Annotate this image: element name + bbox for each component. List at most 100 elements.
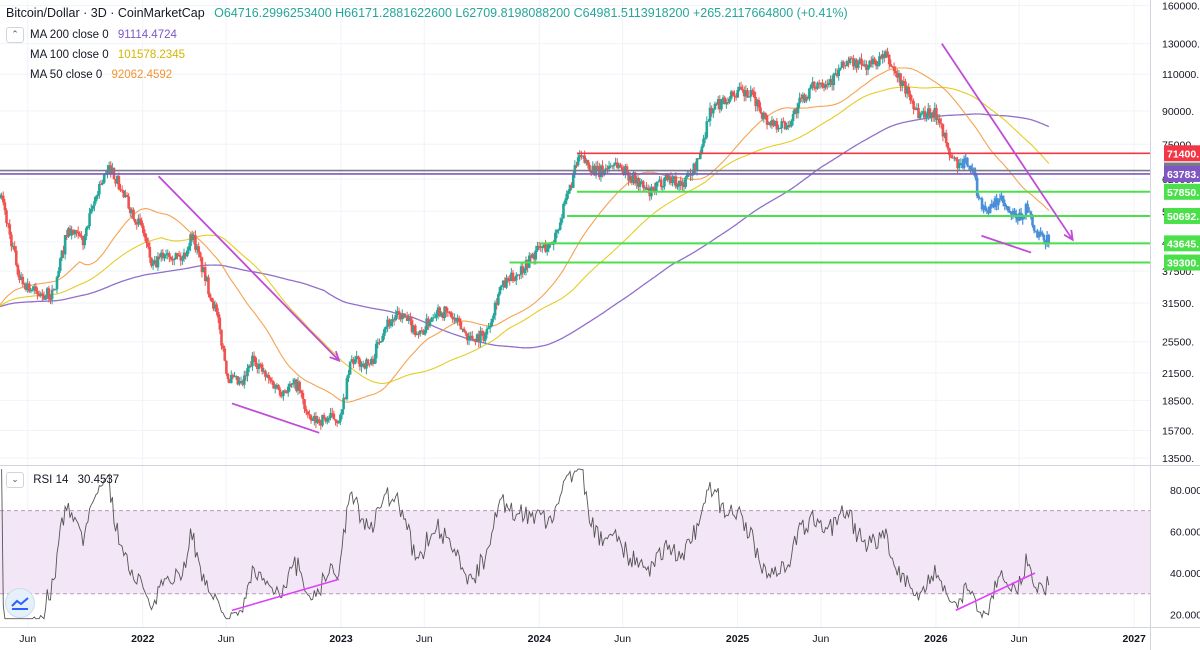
rsi-band-fill <box>0 510 1150 594</box>
candle-body <box>394 314 398 321</box>
candle-body <box>541 246 544 248</box>
candle-body <box>948 148 951 156</box>
rsi-legend[interactable]: ⌄ RSI 14 30.4537 <box>6 472 119 488</box>
candle-body <box>54 289 57 291</box>
candle-body <box>47 288 51 300</box>
candle-body <box>363 363 367 369</box>
rsi-line <box>1 468 1050 620</box>
candle-body <box>694 163 697 171</box>
candle-body <box>205 277 209 281</box>
candle-body <box>983 205 987 211</box>
candle-body <box>607 166 611 169</box>
candle-body <box>588 164 591 172</box>
candle-body <box>598 166 601 177</box>
candle-body <box>181 258 184 261</box>
candle-body <box>909 94 912 101</box>
candle-body <box>45 288 49 296</box>
candle-body <box>365 359 368 369</box>
candle-body <box>925 115 928 118</box>
candle-body <box>91 205 95 209</box>
candle-body <box>751 90 754 92</box>
candle-body <box>738 86 741 90</box>
candle-body <box>508 279 512 282</box>
candle-body <box>1047 234 1051 244</box>
rsi-pane <box>1 468 1050 620</box>
candle-body <box>295 379 298 391</box>
candle-body <box>288 383 292 387</box>
candle-body <box>869 60 873 65</box>
candle-body <box>41 293 44 296</box>
candle-body <box>949 155 953 158</box>
candle-body <box>164 254 168 256</box>
candle-body <box>529 255 533 258</box>
candle-body <box>177 254 181 257</box>
tradingview-logo-icon[interactable] <box>5 588 35 618</box>
candle-body <box>119 189 122 191</box>
candle-body <box>251 355 254 367</box>
chevron-down-icon[interactable]: ⌄ <box>6 472 24 488</box>
candle-body <box>374 343 378 359</box>
price-tag-label: 71400. <box>1167 148 1199 160</box>
candle-body <box>1032 225 1036 231</box>
candle-body <box>197 246 200 253</box>
candle-body <box>946 142 950 149</box>
candle-body <box>259 363 262 365</box>
candle-body <box>155 260 158 268</box>
candle-body <box>459 321 463 330</box>
price-tag-label: 50692. <box>1167 211 1199 223</box>
candle-body <box>423 329 427 335</box>
candle-body <box>257 363 261 369</box>
candle-body <box>913 109 917 111</box>
candle-body <box>1042 234 1046 241</box>
candle-body <box>638 183 642 187</box>
candle-body <box>11 246 15 248</box>
candle-body <box>700 146 704 153</box>
candle-body <box>651 187 655 189</box>
candle-body <box>940 123 943 125</box>
horizontal-levels[interactable] <box>0 152 1150 264</box>
candle-body <box>824 84 827 88</box>
candle-body <box>858 58 862 63</box>
time-tick-label: Jun <box>812 633 829 645</box>
candle-body <box>630 176 634 183</box>
candles <box>0 47 1051 430</box>
trendlines[interactable] <box>157 43 1074 434</box>
candle-body <box>166 253 170 255</box>
candle-body <box>873 58 876 61</box>
open-value: O64716.2996253400 <box>214 6 332 20</box>
candle-body <box>645 187 648 190</box>
candle-body <box>234 376 238 378</box>
candle-body <box>917 107 920 119</box>
candle-body <box>456 318 459 322</box>
candle-body <box>842 61 845 66</box>
time-tick-label: Jun <box>614 633 631 645</box>
candle-body <box>422 331 425 335</box>
candle-body <box>492 315 495 319</box>
candle-body <box>855 59 858 68</box>
symbol-title[interactable]: Bitcoin/Dollar · 3D · CoinMarketCap <box>6 6 205 20</box>
candle-body <box>125 195 129 197</box>
candle-body <box>567 191 570 194</box>
ma-50-legend[interactable]: MA 50 close 0 92062.4592 <box>30 69 172 81</box>
candle-body <box>992 203 995 208</box>
ma-200-legend[interactable]: MA 200 close 0 91114.4724 <box>30 29 177 41</box>
candle-body <box>337 421 341 424</box>
candle-body <box>871 58 875 65</box>
time-tick-label: 2027 <box>1122 633 1146 645</box>
candle-body <box>207 277 210 295</box>
candle-body <box>506 277 510 280</box>
candle-body <box>637 177 640 187</box>
candle-body <box>246 368 249 377</box>
candle-body <box>451 316 455 320</box>
price-tag-label: 57850. <box>1167 187 1199 199</box>
price-tag-label: 43645. <box>1167 238 1199 250</box>
candle-body <box>436 307 440 315</box>
candle-body <box>371 359 375 365</box>
chevron-up-icon[interactable]: ⌃ <box>6 27 24 43</box>
candle-body <box>759 107 762 113</box>
candle-body <box>244 375 248 377</box>
ma-100-legend[interactable]: MA 100 close 0 101578.2345 <box>30 49 185 61</box>
candle-body <box>498 287 502 295</box>
candle-body <box>70 229 73 236</box>
